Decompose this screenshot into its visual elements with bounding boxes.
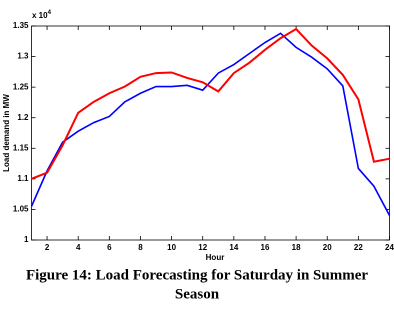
y-tick-label: 1.05 (13, 205, 29, 214)
y-multiplier: x 104 (32, 10, 52, 21)
y-tick-label: 1.15 (13, 143, 29, 152)
y-multiplier-base: x 10 (32, 11, 48, 20)
x-tick-label: 8 (138, 243, 143, 252)
x-tick-label: 6 (107, 243, 112, 252)
x-tick-label: 14 (229, 243, 238, 252)
y-tick-label: 1.25 (13, 82, 29, 91)
y-tick-label: 1.35 (13, 21, 29, 30)
data-line (30, 32, 391, 216)
x-tick-label: 12 (198, 243, 207, 252)
y-tick-label: 1 (24, 235, 29, 244)
caption: Figure 14: Load Forecasting for Saturday… (26, 267, 368, 283)
x-tick-label: 20 (323, 243, 332, 252)
x-tick-label: 18 (292, 243, 301, 252)
y-multiplier-exponent: 4 (48, 10, 52, 16)
y-axis-label: Load demand in MW (2, 94, 11, 172)
caption: Season (175, 286, 220, 302)
y-tick-label: 1.2 (17, 113, 29, 122)
plot-frame (31, 25, 390, 241)
x-tick-label: 2 (45, 243, 50, 252)
y-tick-label: 1.1 (17, 174, 29, 183)
data-line (31, 27, 390, 180)
y-tick-label: 1.3 (17, 52, 29, 61)
x-tick-label: 16 (261, 243, 270, 252)
x-tick-label: 10 (167, 243, 176, 252)
x-axis-label: Hour (206, 253, 225, 262)
x-tick-label: 24 (385, 243, 394, 252)
x-tick-label: 22 (354, 243, 363, 252)
x-tick-label: 4 (76, 243, 81, 252)
